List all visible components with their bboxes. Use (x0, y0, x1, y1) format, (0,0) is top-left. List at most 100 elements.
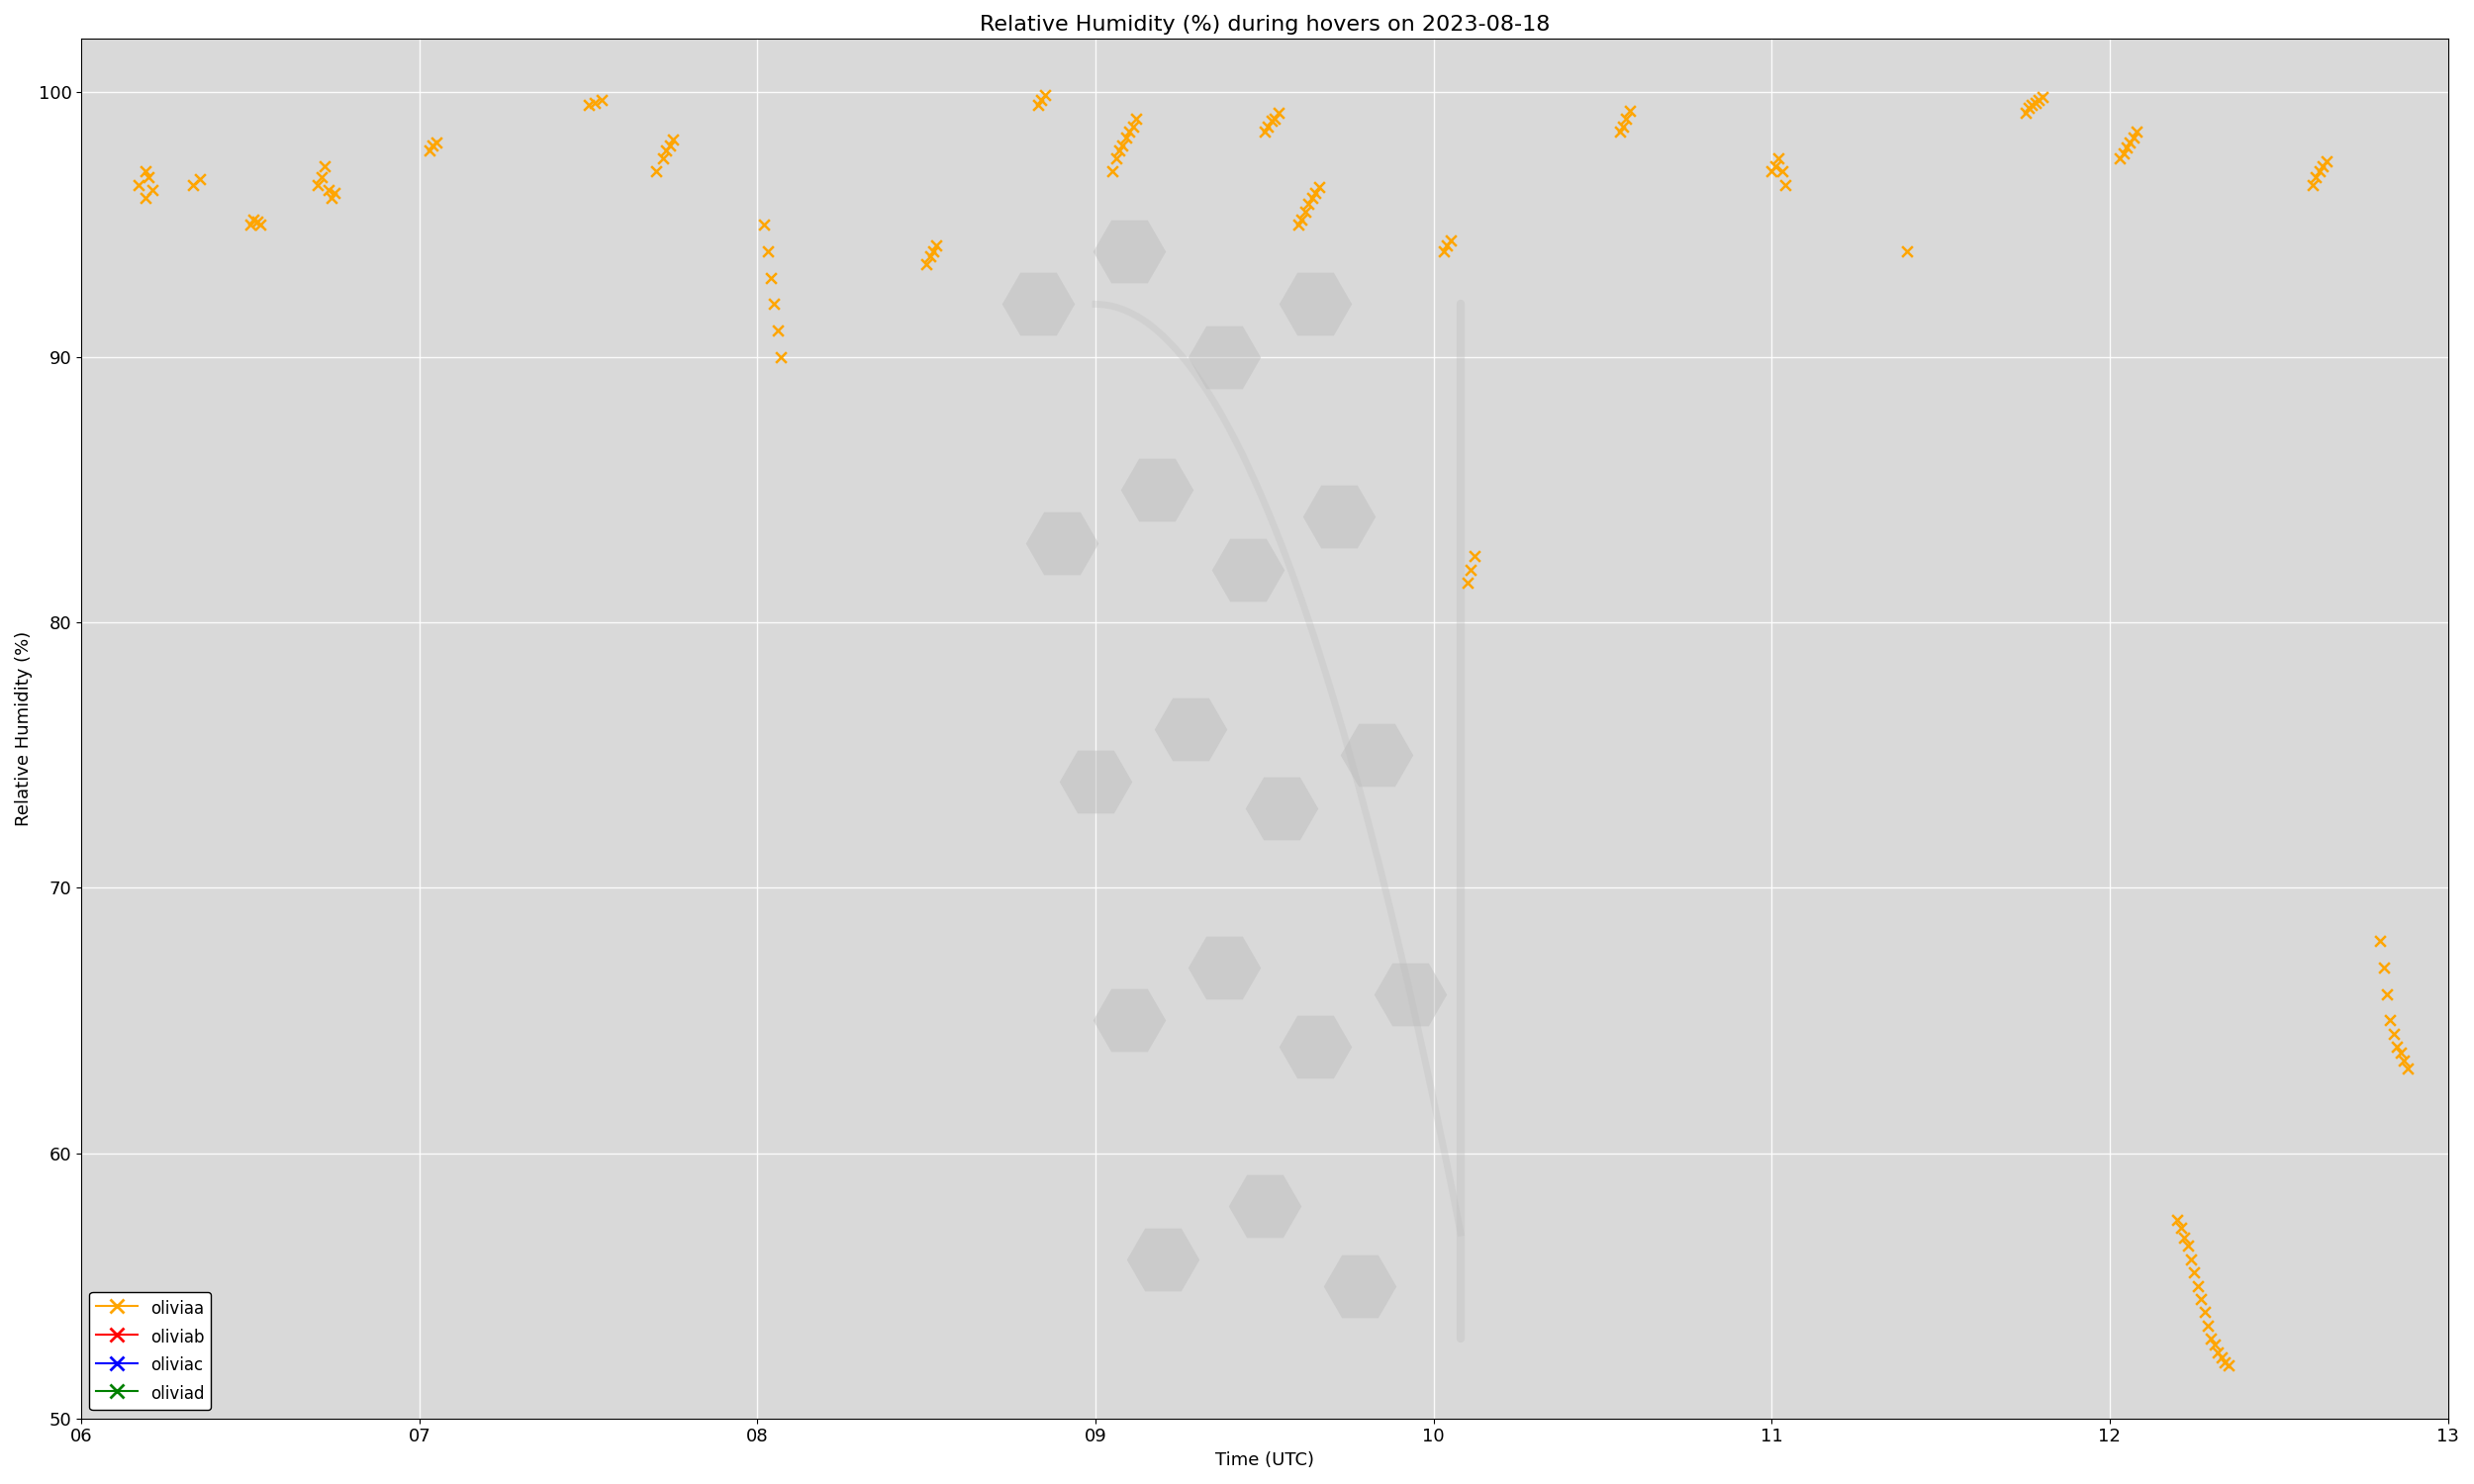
Point (2368, 982, 2407, 1006)
Point (1205, 956, 1244, 979)
Point (1761, 160, 1801, 184)
Point (646, 138, 685, 162)
Point (2293, 174, 2333, 197)
Point (1227, 558, 1267, 582)
Point (1289, 191, 1329, 215)
Point (651, 134, 690, 157)
Point (2160, 1215, 2199, 1239)
Point (910, 245, 950, 269)
Point (1319, 505, 1358, 528)
Y-axis label: Relative Humidity (%): Relative Humidity (%) (15, 631, 32, 827)
Point (312, 186, 351, 209)
Point (1019, 292, 1059, 316)
Point (2202, 1346, 2241, 1370)
Point (309, 178, 349, 202)
Point (238, 211, 277, 234)
Point (2167, 1235, 2207, 1258)
Point (757, 319, 797, 343)
Point (1022, 88, 1061, 111)
Point (2019, 88, 2058, 111)
Point (240, 212, 280, 236)
Point (1143, 1248, 1183, 1272)
Point (2006, 101, 2046, 125)
Point (1094, 160, 1133, 184)
Point (134, 178, 173, 202)
Point (745, 212, 784, 236)
Point (1262, 797, 1301, 821)
Point (119, 174, 158, 197)
Point (2185, 1300, 2224, 1324)
Point (1286, 199, 1326, 223)
Point (235, 208, 275, 232)
Point (2177, 1273, 2217, 1297)
Point (2175, 1260, 2214, 1284)
Point (1279, 212, 1319, 236)
Point (1249, 114, 1289, 138)
Point (1766, 174, 1806, 197)
Point (2157, 1208, 2197, 1232)
Point (1759, 147, 1799, 171)
Point (1452, 558, 1492, 582)
Point (173, 174, 213, 197)
Point (2016, 91, 2056, 114)
Point (653, 128, 693, 151)
Point (1296, 1036, 1336, 1060)
Point (569, 93, 609, 117)
Point (2165, 1226, 2204, 1250)
Point (2172, 1248, 2212, 1272)
Point (413, 134, 453, 157)
Point (2182, 1287, 2222, 1310)
Point (299, 174, 339, 197)
Point (581, 88, 621, 111)
X-axis label: Time (UTC): Time (UTC) (1215, 1451, 1314, 1469)
Point (1611, 98, 1650, 122)
Point (2375, 1022, 2415, 1046)
Point (1455, 545, 1494, 568)
Point (1752, 160, 1791, 184)
Point (2387, 1057, 2427, 1080)
Point (1076, 770, 1116, 794)
Point (1042, 531, 1081, 555)
Point (2296, 165, 2335, 188)
Point (1282, 208, 1321, 232)
Point (2021, 86, 2061, 110)
Point (302, 165, 341, 188)
Point (2209, 1353, 2249, 1377)
Point (2009, 96, 2048, 120)
Point (129, 165, 168, 188)
Point (416, 131, 455, 154)
Point (913, 239, 952, 263)
Point (1291, 186, 1331, 209)
Point (1252, 110, 1291, 134)
Point (636, 160, 675, 184)
Point (1601, 120, 1640, 144)
Point (2110, 131, 2150, 154)
Point (1390, 982, 1430, 1006)
Point (918, 234, 957, 258)
Point (747, 239, 787, 263)
Point (2360, 929, 2400, 953)
Point (2370, 1009, 2410, 1033)
Point (1244, 120, 1284, 144)
Point (905, 252, 945, 276)
Point (411, 138, 450, 162)
Point (1296, 292, 1336, 316)
Point (1116, 107, 1155, 131)
Point (1106, 125, 1145, 148)
Point (2187, 1313, 2227, 1337)
Point (2380, 1040, 2420, 1064)
Point (1170, 717, 1210, 741)
Point (1136, 478, 1175, 502)
Point (126, 160, 166, 184)
Point (1108, 1009, 1148, 1033)
Point (126, 186, 166, 209)
Point (755, 292, 794, 316)
Point (2103, 141, 2142, 165)
Point (2113, 125, 2152, 148)
Point (1356, 743, 1395, 767)
Point (2108, 137, 2147, 160)
Point (2298, 160, 2338, 184)
Point (2199, 1340, 2239, 1364)
Point (1259, 101, 1299, 125)
Point (181, 168, 220, 191)
